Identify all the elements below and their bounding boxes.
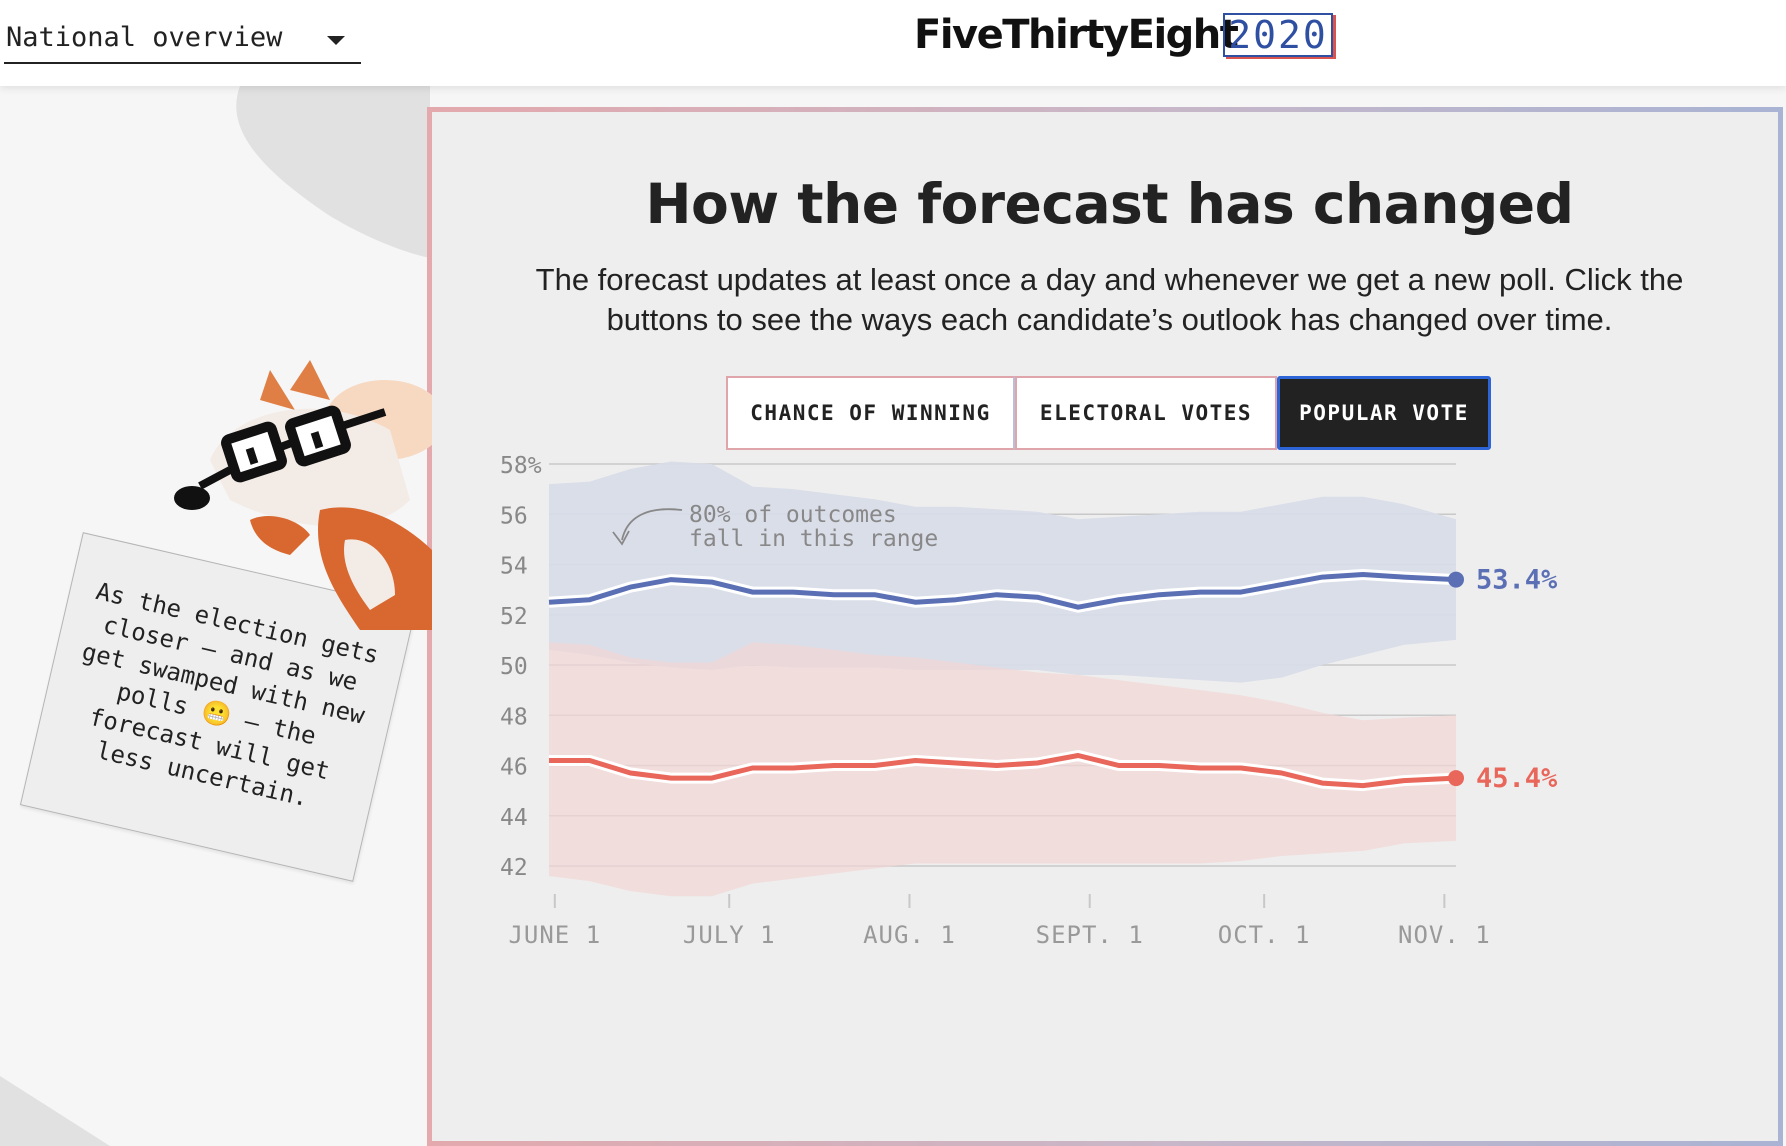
forecast-panel: How the forecast has changed The forecas…	[427, 107, 1783, 1146]
x-tick-label: JULY 1	[683, 921, 776, 949]
chevron-down-icon	[327, 36, 345, 45]
y-tick-label: 46	[500, 755, 528, 781]
dem-end-point	[1448, 571, 1464, 588]
section-title: How the forecast has changed	[645, 172, 1574, 236]
y-tick-label: 54	[500, 554, 528, 580]
y-tick-label: 58%	[500, 453, 542, 479]
x-tick-label: JUNE 1	[508, 921, 601, 949]
tab-electoral-votes[interactable]: ELECTORAL VOTES	[1015, 376, 1277, 450]
y-tick-label: 48	[500, 704, 528, 730]
y-tick-label: 50	[500, 654, 528, 680]
rep-end-label: 45.4%	[1476, 763, 1558, 794]
top-bar: National overview FiveThirtyEight 2020	[0, 0, 1786, 86]
dem-uncertainty-band	[549, 461, 1456, 683]
nav-dropdown-value: National overview	[6, 22, 283, 53]
annotation-line-2: fall in this range	[689, 526, 938, 552]
popular-vote-chart: 42 44 46 48 50 52 54 56 58% 53.4% 45.4% JUNE 1 JULY …	[500, 453, 1558, 949]
fox-mascot-illustration	[174, 360, 432, 630]
y-tick-label: 44	[500, 805, 528, 831]
y-tick-label: 52	[500, 604, 528, 630]
annotation-arrow	[621, 508, 683, 541]
section-subtitle: The forecast updates at least once a day…	[535, 262, 1684, 337]
background-swoosh	[0, 86, 430, 1146]
rep-popular-vote-line	[549, 753, 1457, 789]
rep-end-point	[1448, 770, 1464, 787]
x-tick-label: OCT. 1	[1218, 921, 1311, 949]
x-tick-label: SEPT. 1	[1036, 921, 1144, 949]
x-tick-label: NOV. 1	[1398, 921, 1491, 949]
tab-chance-of-winning[interactable]: CHANCE OF WINNING	[726, 376, 1015, 450]
nav-dropdown[interactable]: National overview	[4, 14, 361, 64]
dem-end-label: 53.4%	[1476, 565, 1558, 596]
annotation-line-1: 80% of outcomes	[689, 502, 897, 528]
y-tick-label: 56	[500, 503, 528, 529]
dem-popular-vote-line	[548, 572, 1457, 610]
x-tick-label: AUG. 1	[863, 921, 956, 949]
y-tick-label: 42	[500, 855, 528, 881]
brand-year: 2020	[1223, 13, 1333, 57]
annotation-arrowhead	[612, 530, 630, 546]
tab-popular-vote[interactable]: POPULAR VOTE	[1277, 376, 1491, 450]
brand-name: FiveThirtyEight	[914, 12, 1239, 58]
